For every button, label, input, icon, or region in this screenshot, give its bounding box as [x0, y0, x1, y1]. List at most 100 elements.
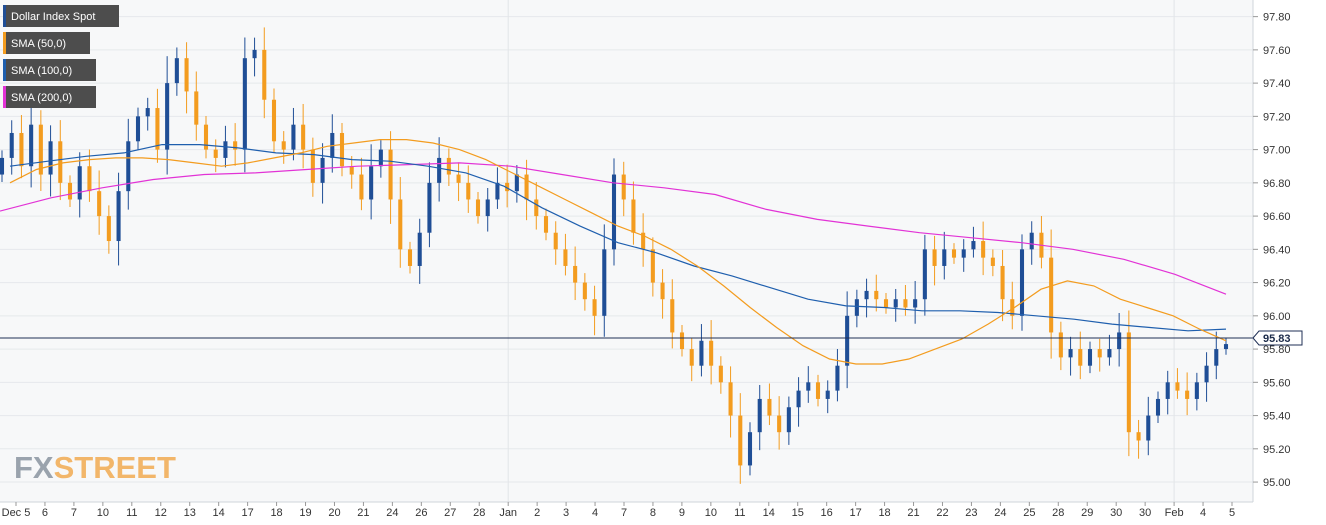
candle-body — [679, 332, 685, 350]
candle-body — [19, 132, 24, 167]
candle-body — [505, 182, 510, 192]
candle — [427, 162, 432, 248]
candle-body — [1204, 365, 1209, 383]
x-tick-label: 2 — [534, 507, 540, 519]
candle — [1175, 368, 1180, 399]
candle-body — [835, 365, 840, 391]
candle — [582, 273, 587, 311]
candle-body — [1058, 332, 1063, 358]
x-tick-label: 8 — [650, 507, 656, 519]
candle — [990, 249, 995, 277]
candle-body — [670, 299, 675, 333]
candle — [1223, 338, 1229, 355]
candle-body — [777, 415, 782, 433]
candle — [1058, 321, 1063, 371]
y-tick-label: 95.20 — [1263, 444, 1291, 456]
grid — [0, 0, 1253, 502]
legend-bg — [3, 32, 90, 54]
candle — [815, 374, 821, 407]
x-tick-label: 14 — [213, 507, 225, 519]
x-tick-label: 18 — [878, 507, 890, 519]
candle-body — [495, 182, 500, 200]
candle — [106, 205, 111, 254]
candle-body — [913, 299, 918, 308]
candle-body — [466, 182, 471, 200]
candle — [961, 239, 966, 272]
candle — [135, 107, 141, 151]
x-tick-label: 13 — [184, 507, 196, 519]
sma-100-line — [9, 144, 1227, 332]
y-tick-label: 95.40 — [1263, 411, 1291, 423]
candle-body — [815, 382, 821, 399]
candle-body — [903, 299, 908, 308]
candle — [155, 88, 160, 163]
candle-body — [97, 191, 102, 217]
candle — [233, 123, 238, 166]
x-tick-label: 17 — [849, 507, 861, 519]
candle — [573, 246, 578, 301]
candle — [213, 139, 218, 173]
candle-body — [252, 49, 257, 59]
x-tick-label: 20 — [328, 507, 340, 519]
candle-body — [786, 407, 791, 433]
x-tick-label: 22 — [936, 507, 948, 519]
x-tick-label: 3 — [563, 507, 569, 519]
x-tick-label: 21 — [357, 507, 369, 519]
candle-body — [174, 58, 179, 84]
x-tick-label: 15 — [792, 507, 804, 519]
candle-body — [971, 241, 976, 250]
candle — [738, 393, 743, 484]
candle — [699, 324, 704, 377]
candle — [951, 243, 957, 264]
candle — [534, 182, 539, 230]
y-tick-label: 96.80 — [1263, 178, 1291, 190]
candle-body — [48, 141, 53, 175]
candle-body — [767, 398, 772, 416]
candle-body — [349, 166, 354, 175]
candle-body — [1078, 349, 1083, 366]
candle — [679, 324, 685, 357]
x-tick-label: 28 — [1052, 507, 1064, 519]
candle-body — [310, 149, 315, 183]
x-tick-label: 26 — [415, 507, 427, 519]
candle-body — [1214, 349, 1219, 366]
candle-body — [87, 166, 92, 192]
candle — [913, 281, 918, 324]
x-tick-label: 4 — [592, 507, 598, 519]
candle — [641, 213, 646, 267]
candle-body — [359, 174, 364, 200]
candle — [87, 149, 92, 202]
candle — [874, 274, 879, 312]
candle-body — [213, 149, 218, 158]
candle — [631, 181, 636, 245]
x-tick-label: Feb — [1165, 507, 1184, 519]
candle-body — [29, 124, 34, 167]
candle — [417, 218, 422, 284]
x-tick-label: Jan — [499, 507, 517, 519]
candle — [446, 148, 451, 187]
candle — [174, 47, 179, 96]
candle — [1185, 372, 1190, 416]
candle — [553, 221, 558, 265]
watermark-fx: FX — [14, 450, 54, 485]
candle — [77, 152, 82, 218]
candle-body — [660, 282, 665, 300]
candle-body — [1010, 299, 1015, 316]
candle — [835, 348, 840, 402]
candle-body — [388, 149, 393, 200]
candle — [1029, 221, 1034, 265]
candle-body — [631, 199, 636, 233]
svg-text:FXSTREET: FXSTREET — [14, 450, 176, 485]
candle — [621, 161, 626, 217]
candle-body — [369, 166, 374, 200]
candle — [728, 366, 733, 438]
candle — [1136, 419, 1141, 459]
x-tick-label: 24 — [994, 507, 1006, 519]
candle-body — [1136, 432, 1141, 441]
x-tick-label: 24 — [386, 507, 398, 519]
candle — [806, 366, 811, 403]
y-tick-label: 96.60 — [1263, 211, 1291, 223]
candle — [456, 162, 461, 202]
legend-label: Dollar Index Spot — [11, 11, 95, 23]
candle-body — [922, 249, 927, 300]
